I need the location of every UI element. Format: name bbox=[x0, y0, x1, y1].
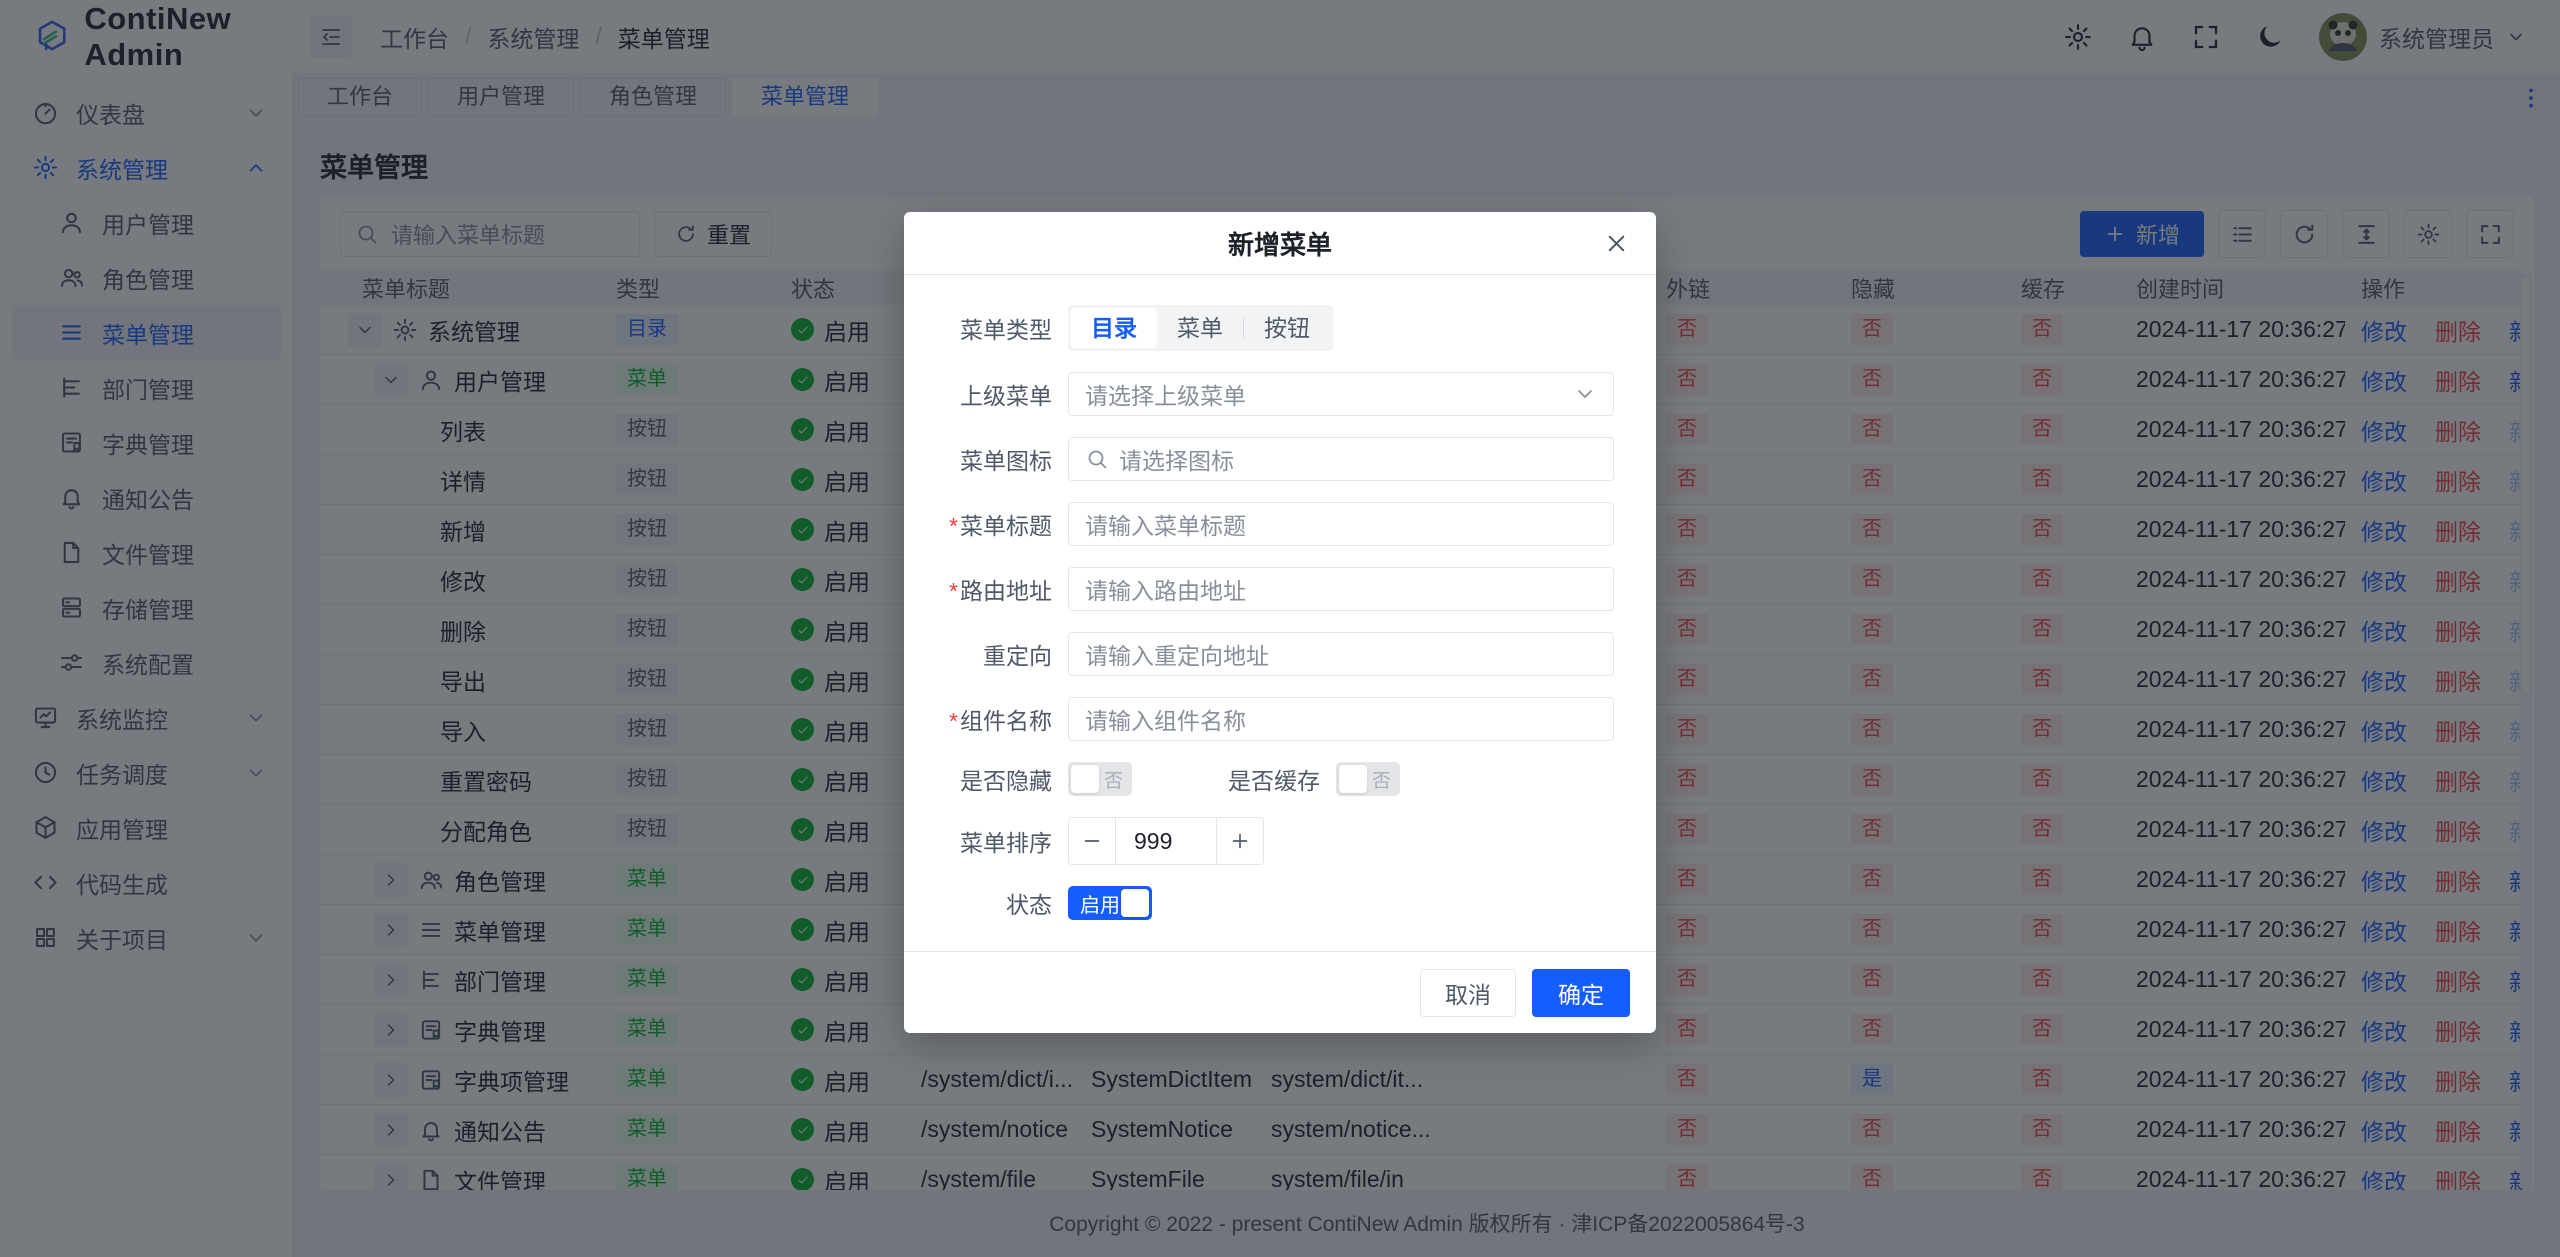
minus-icon bbox=[1084, 840, 1100, 842]
field-input-组件名称[interactable]: 请输入组件名称 bbox=[1068, 697, 1614, 741]
form-row-组件名称: *组件名称 请输入组件名称 bbox=[920, 697, 1614, 741]
required-star: * bbox=[949, 578, 958, 604]
input-placeholder: 请输入菜单标题 bbox=[1085, 513, 1246, 539]
form-row-路由地址: *路由地址 请输入路由地址 bbox=[920, 567, 1614, 611]
plus-icon bbox=[1232, 833, 1248, 849]
input-placeholder: 请选择图标 bbox=[1119, 448, 1234, 474]
chevron-down-icon bbox=[1578, 390, 1592, 398]
required-star: * bbox=[949, 513, 958, 539]
form-row-菜单图标: 菜单图标 请选择图标 bbox=[920, 437, 1614, 481]
input-placeholder: 请输入路由地址 bbox=[1085, 578, 1246, 604]
stepper-minus-button[interactable] bbox=[1069, 818, 1115, 864]
menu-type-segmented: 目录 菜单 按钮 bbox=[1068, 305, 1333, 351]
form-row-sort: 菜单排序 999 bbox=[920, 817, 1614, 865]
modal-footer: 取消 确定 bbox=[904, 951, 1656, 1033]
form-row-上级菜单: 上级菜单 请选择上级菜单 bbox=[920, 372, 1614, 416]
field-input-重定向[interactable]: 请输入重定向地址 bbox=[1068, 632, 1614, 676]
input-placeholder: 请输入重定向地址 bbox=[1085, 643, 1269, 669]
menu-type-option-目录[interactable]: 目录 bbox=[1071, 308, 1157, 348]
confirm-button[interactable]: 确定 bbox=[1532, 968, 1630, 1017]
status-switch[interactable]: 启用 bbox=[1068, 886, 1152, 920]
modal-body: 菜单类型 目录 菜单 按钮 上级菜单 请选择上级菜单 菜单图标 请选择图标 *菜单标题 请输入菜单… bbox=[904, 275, 1656, 951]
input-placeholder: 请输入组件名称 bbox=[1085, 708, 1246, 734]
form-row-重定向: 重定向 请输入重定向地址 bbox=[920, 632, 1614, 676]
hidden-switch[interactable]: 否 bbox=[1068, 762, 1132, 796]
modal-header: 新增菜单 bbox=[904, 212, 1656, 275]
form-row-status: 状态 启用 bbox=[920, 886, 1614, 920]
sort-stepper: 999 bbox=[1068, 817, 1264, 865]
menu-type-option-按钮[interactable]: 按钮 bbox=[1264, 315, 1310, 341]
field-input-菜单标题[interactable]: 请输入菜单标题 bbox=[1068, 502, 1614, 546]
parent-menu-select[interactable]: 请选择上级菜单 bbox=[1068, 372, 1614, 416]
stepper-value[interactable]: 999 bbox=[1115, 818, 1217, 864]
select-placeholder: 请选择上级菜单 bbox=[1085, 383, 1246, 409]
form-row-菜单标题: *菜单标题 请输入菜单标题 bbox=[920, 502, 1614, 546]
menu-type-option-菜单[interactable]: 菜单 bbox=[1177, 315, 1223, 341]
cancel-button[interactable]: 取消 bbox=[1420, 968, 1516, 1017]
stepper-plus-button[interactable] bbox=[1217, 818, 1263, 864]
menu-icon-input[interactable]: 请选择图标 bbox=[1068, 437, 1614, 481]
cache-switch-label: 是否缓存 bbox=[1228, 768, 1320, 794]
add-menu-modal: 新增菜单 菜单类型 目录 菜单 按钮 上级菜单 请选择上级菜单 菜单图标 请选择图标 *菜单标题… bbox=[904, 212, 1656, 1033]
form-row-switches: 是否隐藏否是否缓存否 bbox=[920, 762, 1614, 796]
cache-switch[interactable]: 否 bbox=[1336, 762, 1400, 796]
close-icon[interactable] bbox=[1603, 230, 1630, 257]
search-icon bbox=[1088, 450, 1107, 469]
field-input-路由地址[interactable]: 请输入路由地址 bbox=[1068, 567, 1614, 611]
form-row-menu-type: 菜单类型 目录 菜单 按钮 bbox=[920, 305, 1614, 351]
segment-divider bbox=[1243, 318, 1244, 338]
modal-title: 新增菜单 bbox=[1227, 229, 1332, 260]
required-star: * bbox=[949, 708, 958, 734]
